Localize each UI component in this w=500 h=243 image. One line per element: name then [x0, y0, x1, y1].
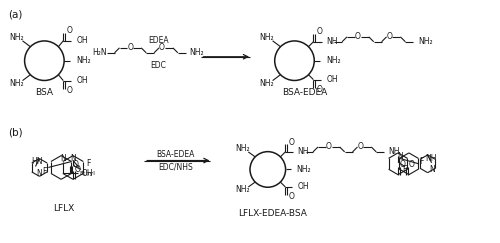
Text: O: O: [400, 160, 406, 169]
Text: O: O: [355, 32, 361, 41]
Text: (a): (a): [8, 9, 22, 19]
Text: O: O: [66, 26, 72, 35]
Text: F: F: [86, 159, 90, 168]
Text: NH₂: NH₂: [260, 79, 274, 88]
Text: Ethyl: Ethyl: [79, 171, 95, 176]
Text: O: O: [358, 142, 364, 151]
Text: O: O: [288, 138, 294, 147]
Text: O: O: [316, 27, 322, 36]
Text: O: O: [326, 142, 332, 151]
Text: OH: OH: [297, 182, 309, 191]
Text: NH: NH: [425, 154, 436, 163]
Text: N: N: [60, 154, 66, 163]
Text: NH: NH: [326, 37, 338, 46]
Text: BSA-EDEA: BSA-EDEA: [156, 150, 195, 159]
Text: NH₂: NH₂: [326, 56, 340, 65]
Text: NH: NH: [388, 148, 400, 156]
Text: NH₂: NH₂: [190, 48, 204, 57]
Text: (b): (b): [8, 128, 22, 138]
Text: EDC/NHS: EDC/NHS: [158, 163, 193, 172]
Text: EDC: EDC: [150, 61, 166, 70]
Text: NH₂: NH₂: [9, 79, 24, 88]
Text: N: N: [429, 165, 434, 174]
Text: NH₂: NH₂: [296, 165, 311, 174]
Text: O: O: [72, 160, 78, 169]
Text: BSA-EDEA: BSA-EDEA: [282, 88, 327, 97]
Text: F: F: [419, 157, 424, 166]
Text: O: O: [316, 85, 322, 94]
Text: N: N: [70, 154, 76, 163]
Text: NH₂: NH₂: [235, 144, 250, 154]
Text: LFLX: LFLX: [54, 205, 75, 214]
Text: OH: OH: [76, 36, 88, 45]
Text: O: O: [288, 192, 294, 201]
Text: NH₂: NH₂: [235, 185, 250, 194]
Text: F: F: [402, 165, 406, 174]
Text: N: N: [397, 152, 403, 161]
Text: NH₂: NH₂: [76, 56, 90, 65]
Text: O: O: [408, 160, 414, 169]
Text: NH: NH: [297, 148, 308, 156]
Text: NH₂: NH₂: [260, 33, 274, 42]
Text: LFLX-EDEA-BSA: LFLX-EDEA-BSA: [238, 209, 307, 218]
Text: F: F: [42, 167, 46, 176]
Text: EDEA: EDEA: [148, 36, 169, 45]
Text: O: O: [386, 32, 392, 41]
Text: O: O: [128, 43, 134, 52]
Text: N: N: [36, 169, 43, 178]
Text: OH: OH: [82, 169, 93, 178]
Text: OH: OH: [326, 75, 338, 84]
Text: O: O: [159, 43, 165, 52]
Text: NH₂: NH₂: [9, 33, 24, 42]
Text: H₂N: H₂N: [92, 48, 106, 57]
Text: BSA: BSA: [36, 88, 54, 97]
Text: HN: HN: [32, 157, 43, 166]
Text: NH₂: NH₂: [418, 37, 433, 46]
Text: OH: OH: [76, 76, 88, 85]
Text: O: O: [66, 86, 72, 95]
Text: O: O: [75, 165, 81, 174]
